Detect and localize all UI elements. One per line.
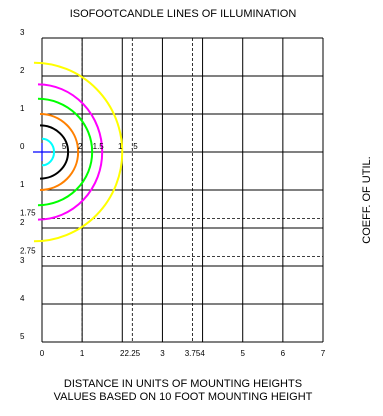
isoline-label: 1: [118, 142, 123, 151]
y-tick-label: 1: [20, 180, 25, 189]
x-tick-label: 3: [160, 349, 165, 358]
dashed-reference-lines: [42, 38, 323, 342]
isoline-curve: [39, 124, 70, 180]
y-tick-label: 0: [20, 142, 25, 151]
isoline-label: 2: [78, 142, 83, 151]
isoline-label: 1.5: [93, 142, 105, 151]
x-tick-label: 0: [40, 349, 45, 358]
y-tick-label: 3: [20, 28, 25, 37]
isoline-curve: [39, 113, 80, 191]
x-tick-label: 6: [281, 349, 286, 358]
x-tick-label: 2.25: [125, 349, 141, 358]
x-tick-label: 3.75: [185, 349, 201, 358]
x-tick-label: 5: [240, 349, 245, 358]
y-tick-label: 2.75: [20, 247, 36, 256]
isoline-labels: .5 1 1.5 2 5: [62, 142, 138, 151]
grid: [41, 37, 324, 343]
y-tick-label: 5: [20, 332, 25, 341]
luminaire-marker: [33, 143, 51, 161]
isolines: [33, 61, 124, 243]
y-tick-label: 4: [20, 294, 25, 303]
chart-subtitle: VALUES BASED ON 10 FOOT MOUNTING HEIGHT: [54, 391, 313, 403]
isoline-label: 5: [62, 142, 67, 151]
y-tick-label: 1: [20, 104, 25, 113]
x-tick-label: 4: [200, 349, 205, 358]
side-label: COEFF. OF UTIL.: [361, 156, 373, 243]
y-tick-label: 2: [20, 218, 25, 227]
chart-title: ISOFOOTCANDLE LINES OF ILLUMINATION: [70, 8, 297, 20]
x-axis-label: DISTANCE IN UNITS OF MOUNTING HEIGHTS: [64, 378, 302, 390]
isoline-curve: [33, 61, 124, 243]
isoline-curve: [37, 83, 104, 221]
x-tick-label: 2: [120, 349, 125, 358]
isoline-curve: [37, 97, 94, 207]
isoline-label: .5: [131, 142, 138, 151]
y-tick-label: 3: [20, 256, 25, 265]
y-tick-label: 1.75: [20, 209, 36, 218]
x-tick-label: 1: [80, 349, 85, 358]
isoline-curve: [41, 137, 56, 167]
y-tick-label: 2: [20, 66, 25, 75]
x-tick-labels: 0 1 2 2.25 3 3.75 4 5 6 7: [40, 349, 326, 358]
x-tick-label: 7: [321, 349, 326, 358]
